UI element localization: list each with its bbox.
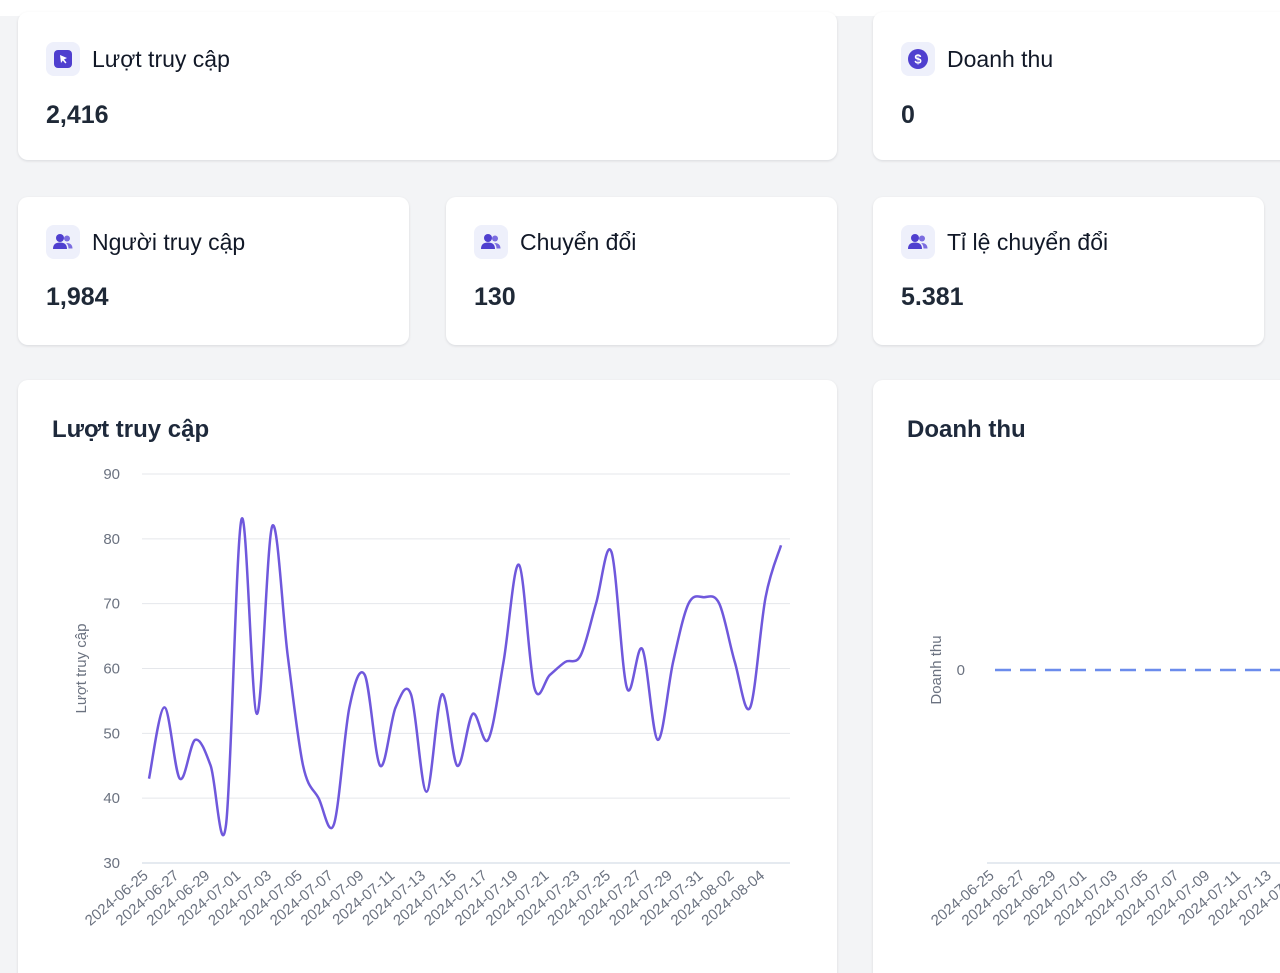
chart-title: Doanh thu: [907, 416, 1026, 443]
stat-value: 5.381: [901, 283, 964, 311]
stat-header: Lượt truy cập: [46, 42, 230, 76]
y-tick-label: 40: [103, 790, 120, 807]
chart-card-visits: Lượt truy cập 90 80 70 60 50 40 30 Lượt truy cậ…: [18, 380, 837, 973]
stat-card-revenue: $ Doanh thu 0: [873, 12, 1280, 160]
stat-card-visits: Lượt truy cập 2,416: [18, 12, 837, 160]
y-axis-label: Lượt truy cập: [73, 624, 90, 714]
y-tick-label: 60: [103, 661, 120, 678]
svg-text:$: $: [914, 52, 922, 67]
chart-card-revenue: Doanh thu 0 Doanh thu 2024-06-25 2024-06-27…: [873, 380, 1280, 973]
stat-label: Người truy cập: [92, 228, 246, 255]
stat-card-visitors: Người truy cập 1,984: [18, 197, 409, 345]
stat-header: Người truy cập: [46, 225, 245, 259]
cursor-icon: [46, 42, 80, 76]
stat-value: 1,984: [46, 283, 109, 311]
stat-header: Tỉ lệ chuyển đổi: [901, 225, 1108, 259]
series-line: [147, 517, 783, 837]
stat-label: Lượt truy cập: [92, 45, 230, 72]
y-axis-label: Doanh thu: [928, 635, 945, 704]
users-icon: [901, 225, 935, 259]
y-tick-label: 30: [103, 855, 120, 872]
stat-header: Chuyển đổi: [474, 225, 636, 259]
stat-label: Chuyển đổi: [520, 228, 637, 255]
stat-card-conversions: Chuyển đổi 130: [446, 197, 837, 345]
stat-value: 130: [474, 283, 516, 311]
y-tick-label: 0: [957, 662, 965, 679]
stat-label: Tỉ lệ chuyển đổi: [947, 228, 1109, 255]
y-tick-label: 90: [103, 466, 120, 483]
chart-title: Lượt truy cập: [52, 416, 210, 443]
stat-value: 0: [901, 101, 915, 129]
dollar-icon: $: [901, 42, 935, 76]
users-icon: [46, 225, 80, 259]
y-tick-label: 80: [103, 531, 120, 548]
stat-value: 2,416: [46, 101, 109, 129]
users-icon: [474, 225, 508, 259]
y-tick-label: 50: [103, 725, 120, 742]
stat-label: Doanh thu: [947, 45, 1054, 72]
stat-header: $ Doanh thu: [901, 42, 1053, 76]
stat-card-conversion-rate: Tỉ lệ chuyển đổi 5.381: [873, 197, 1264, 345]
y-tick-label: 70: [103, 596, 120, 613]
